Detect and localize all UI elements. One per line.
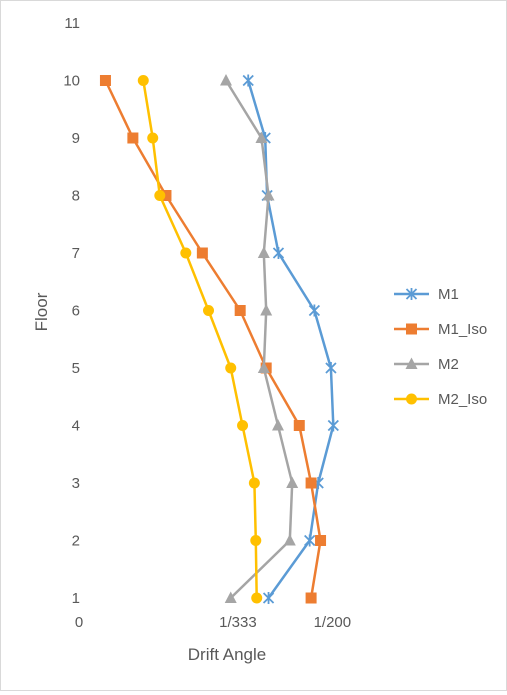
x-tick-label: 1/333 <box>219 614 257 631</box>
data-point-m2-iso <box>154 190 166 201</box>
data-point-m2 <box>257 246 270 258</box>
data-point-m2 <box>262 189 275 201</box>
data-point-m2-iso <box>147 132 159 144</box>
y-tick-label: 4 <box>72 418 80 435</box>
data-point-m2 <box>286 476 299 488</box>
data-point-m2 <box>224 591 237 603</box>
data-point-m1 <box>304 534 316 547</box>
legend-label-m2: M2 <box>438 356 459 373</box>
legend-item-m1-iso: M1_Iso <box>394 321 487 338</box>
data-point-m1 <box>327 419 339 432</box>
legend-marker-m1 <box>405 288 418 300</box>
y-tick-label: 9 <box>72 130 80 147</box>
y-tick-label: 1 <box>72 590 80 607</box>
data-point-m2 <box>257 361 270 373</box>
data-point-m2 <box>220 74 232 86</box>
series-m1-iso <box>99 75 327 604</box>
y-tick-label: 2 <box>72 533 80 550</box>
series-layer <box>99 74 339 604</box>
data-point-m1-iso <box>234 305 246 316</box>
x-tick-label: 1/200 <box>314 614 352 631</box>
data-point-m2-iso <box>250 535 262 546</box>
data-point-m1-iso <box>305 477 317 489</box>
series-line-m2 <box>224 79 294 599</box>
y-tick-label: 11 <box>64 15 80 32</box>
x-axis-ticks: 0 1/333 1/200 <box>75 614 351 631</box>
legend-marker-m1-iso <box>406 323 417 335</box>
data-point-m1 <box>308 304 321 317</box>
data-point-m1 <box>325 362 337 374</box>
y-tick-label: 6 <box>72 303 80 320</box>
legend: M1 M1_Iso M2 M2_Iso <box>394 286 487 408</box>
legend-item-m2-iso: M2_Iso <box>394 391 487 408</box>
data-point-m1 <box>272 247 285 259</box>
data-point-m1-iso <box>293 420 305 431</box>
data-point-m2-iso <box>248 477 260 489</box>
y-tick-label: 3 <box>72 475 80 492</box>
legend-marker-m2 <box>405 357 418 369</box>
legend-item-m2: M2 <box>394 356 459 373</box>
data-point-m1-iso <box>160 190 172 201</box>
data-point-m1-iso <box>315 535 327 546</box>
y-tick-label: 10 <box>63 73 80 90</box>
legend-label-m1: M1 <box>438 286 459 303</box>
data-point-m2 <box>260 304 273 316</box>
data-point-m2-iso <box>180 247 192 259</box>
legend-label-m2-iso: M2_Iso <box>438 391 487 408</box>
data-point-m2-iso <box>251 592 263 604</box>
data-point-m1-iso <box>127 132 139 144</box>
series-line-m2-iso <box>142 80 258 599</box>
data-point-m1 <box>242 74 254 87</box>
data-point-m2 <box>272 419 284 431</box>
series-m2 <box>220 74 299 603</box>
data-point-m2 <box>283 534 296 546</box>
legend-marker-m2-iso <box>406 393 417 405</box>
y-tick-label: 8 <box>72 188 80 205</box>
data-point-m1 <box>262 592 275 604</box>
data-point-m1-iso <box>99 75 111 86</box>
y-axis-title: Floor <box>32 292 51 331</box>
data-point-m2-iso <box>137 75 149 86</box>
series-m2-iso <box>137 75 263 604</box>
legend-item-m1: M1 <box>394 286 459 303</box>
series-line-m1-iso <box>104 79 322 599</box>
y-tick-label: 5 <box>72 360 80 377</box>
data-point-m2 <box>255 131 268 143</box>
data-point-m2-iso <box>203 305 215 316</box>
y-axis-ticks: 1 2 3 4 5 6 7 8 9 10 11 <box>63 15 80 607</box>
x-axis-title: Drift Angle <box>188 645 266 664</box>
data-point-m1-iso <box>305 592 317 604</box>
legend-label-m1-iso: M1_Iso <box>438 321 487 338</box>
data-point-m2-iso <box>225 362 237 374</box>
y-tick-label: 7 <box>72 245 80 262</box>
data-point-m1-iso <box>196 247 208 259</box>
x-tick-label: 0 <box>75 614 83 631</box>
data-point-m2-iso <box>237 420 249 431</box>
